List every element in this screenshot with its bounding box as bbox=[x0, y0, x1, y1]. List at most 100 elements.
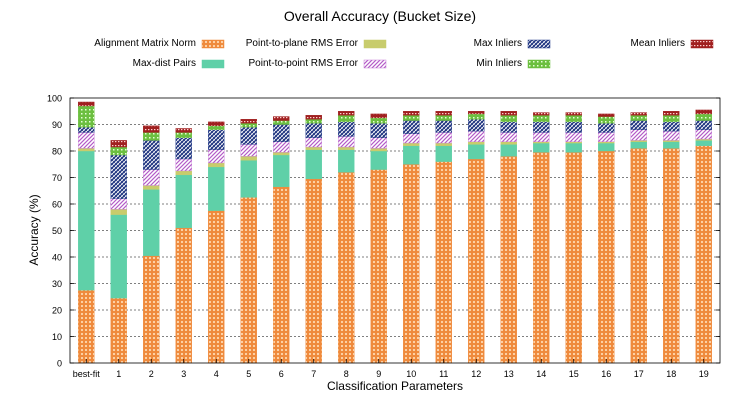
bar-segment-max-dist-pairs bbox=[370, 150, 387, 170]
bar-segment-max-inliers bbox=[565, 121, 582, 133]
bar-segment-point-to-point-rms-error bbox=[630, 129, 647, 141]
x-tick-label: 13 bbox=[504, 369, 514, 379]
legend-label: Max-dist Pairs bbox=[133, 58, 196, 69]
bar-segment-min-inliers bbox=[338, 115, 355, 123]
bar-segment-max-inliers bbox=[273, 124, 290, 142]
bar-segment-point-to-plane-rms-error bbox=[208, 162, 225, 168]
bar-stack-11 bbox=[435, 111, 452, 364]
x-axis-label: Classification Parameters bbox=[327, 379, 463, 393]
bar-segment-point-to-plane-rms-error bbox=[273, 152, 290, 156]
bar-segment-mean-inliers bbox=[565, 112, 582, 116]
bar-segment-mean-inliers bbox=[240, 118, 257, 124]
bar-segment-mean-inliers bbox=[663, 111, 680, 116]
bar-segment-alignment-matrix-norm bbox=[175, 227, 192, 364]
bar-segment-max-dist-pairs bbox=[695, 140, 712, 146]
y-tick-label: 20 bbox=[52, 306, 62, 316]
bar-segment-point-to-point-rms-error bbox=[598, 132, 615, 142]
x-tick-label: 1 bbox=[116, 369, 121, 379]
bar-segment-mean-inliers bbox=[533, 112, 550, 116]
bar-segment-mean-inliers bbox=[403, 111, 420, 116]
bar-segment-mean-inliers bbox=[500, 111, 517, 116]
legend-label: Alignment Matrix Norm bbox=[94, 38, 196, 49]
bar-segment-alignment-matrix-norm bbox=[143, 255, 160, 364]
legend-entry-point-to-point-rms-error: Point-to-point RMS Error bbox=[249, 58, 387, 69]
y-tick-label: 10 bbox=[52, 332, 62, 342]
bar-segment-mean-inliers bbox=[338, 111, 355, 116]
bar-segment-mean-inliers bbox=[273, 116, 290, 121]
x-tick-label: 8 bbox=[344, 369, 349, 379]
y-axis: 0 10 20 30 40 50 60 70 80 90 100 bbox=[47, 94, 720, 369]
bar-segment-point-to-point-rms-error bbox=[500, 132, 517, 142]
bar-segment-mean-inliers bbox=[78, 101, 95, 107]
bar-segment-max-inliers bbox=[370, 122, 387, 138]
bar-stack-15 bbox=[565, 112, 582, 364]
bar-segment-point-to-point-rms-error bbox=[110, 198, 127, 210]
legend-entry-alignment-matrix-norm: Alignment Matrix Norm bbox=[94, 38, 225, 49]
bar-segment-max-dist-pairs bbox=[143, 189, 160, 256]
legend-swatch bbox=[363, 59, 387, 69]
bar-segment-alignment-matrix-norm bbox=[338, 171, 355, 364]
legend-swatch bbox=[527, 59, 551, 69]
y-tick-label: 30 bbox=[52, 279, 62, 289]
bar-segment-min-inliers bbox=[370, 117, 387, 124]
legend-swatch bbox=[201, 39, 225, 49]
bar-stack-19 bbox=[695, 109, 712, 364]
bar-segment-max-dist-pairs bbox=[500, 144, 517, 157]
bar-segment-point-to-point-rms-error bbox=[565, 132, 582, 142]
bar-segment-max-inliers bbox=[143, 140, 160, 170]
bar-segment-point-to-point-rms-error bbox=[468, 130, 485, 142]
bar-segment-alignment-matrix-norm bbox=[273, 186, 290, 364]
x-tick-label: 16 bbox=[601, 369, 611, 379]
legend-label: Max Inliers bbox=[474, 38, 522, 49]
bar-segment-alignment-matrix-norm bbox=[403, 164, 420, 364]
bar-stack-16 bbox=[598, 113, 615, 364]
bar-segment-max-dist-pairs bbox=[533, 142, 550, 153]
bar-segment-max-inliers bbox=[305, 122, 322, 138]
x-tick-label: 3 bbox=[181, 369, 186, 379]
legend-swatch bbox=[363, 39, 387, 49]
y-tick-label: 70 bbox=[52, 173, 62, 183]
bar-segment-max-inliers bbox=[338, 121, 355, 137]
bar-segment-point-to-point-rms-error bbox=[403, 133, 420, 144]
bar-segment-point-to-point-rms-error bbox=[338, 136, 355, 148]
bar-segment-max-inliers bbox=[435, 120, 452, 133]
bar-segment-point-to-plane-rms-error bbox=[305, 146, 322, 150]
bar-segment-alignment-matrix-norm bbox=[435, 161, 452, 364]
legend-swatch bbox=[201, 59, 225, 69]
bar-segment-alignment-matrix-norm bbox=[240, 197, 257, 364]
bar-stack-18 bbox=[663, 111, 680, 364]
bar-segment-point-to-point-rms-error bbox=[663, 130, 680, 141]
bars bbox=[78, 101, 712, 364]
bar-segment-mean-inliers bbox=[435, 111, 452, 116]
bar-segment-alignment-matrix-norm bbox=[208, 210, 225, 364]
bar-segment-mean-inliers bbox=[305, 115, 322, 120]
bar-stack-best-fit bbox=[78, 101, 95, 364]
x-tick-label: best-fit bbox=[73, 369, 101, 379]
bar-stack-4 bbox=[208, 121, 225, 364]
legend-label: Point-to-point RMS Error bbox=[249, 58, 359, 69]
bar-segment-point-to-point-rms-error bbox=[695, 129, 712, 140]
legend-entry-point-to-plane-rms-error: Point-to-plane RMS Error bbox=[246, 38, 387, 49]
bar-stack-1 bbox=[110, 140, 127, 364]
bar-stack-9 bbox=[370, 113, 387, 364]
legend-entry-mean-inliers: Mean Inliers bbox=[631, 38, 714, 49]
bar-stack-8 bbox=[338, 111, 355, 364]
bar-segment-min-inliers bbox=[663, 115, 680, 123]
y-tick-label: 100 bbox=[47, 94, 62, 104]
bar-segment-max-inliers bbox=[468, 118, 485, 132]
bar-segment-mean-inliers bbox=[695, 109, 712, 115]
bar-segment-mean-inliers bbox=[630, 112, 647, 116]
bar-segment-max-inliers bbox=[533, 121, 550, 133]
legend: Alignment Matrix Norm Max-dist Pairs Point… bbox=[94, 38, 714, 69]
bar-stack-2 bbox=[143, 125, 160, 364]
bar-segment-point-to-point-rms-error bbox=[240, 144, 257, 157]
legend-entry-max-inliers: Max Inliers bbox=[474, 38, 551, 49]
bar-segment-max-dist-pairs bbox=[565, 142, 582, 153]
bar-segment-point-to-plane-rms-error bbox=[370, 148, 387, 152]
bar-segment-point-to-point-rms-error bbox=[208, 149, 225, 164]
bar-segment-min-inliers bbox=[598, 116, 615, 124]
bar-stack-13 bbox=[500, 111, 517, 364]
bar-segment-point-to-point-rms-error bbox=[305, 137, 322, 148]
bar-segment-max-dist-pairs bbox=[338, 149, 355, 173]
bar-segment-max-inliers bbox=[78, 126, 95, 133]
